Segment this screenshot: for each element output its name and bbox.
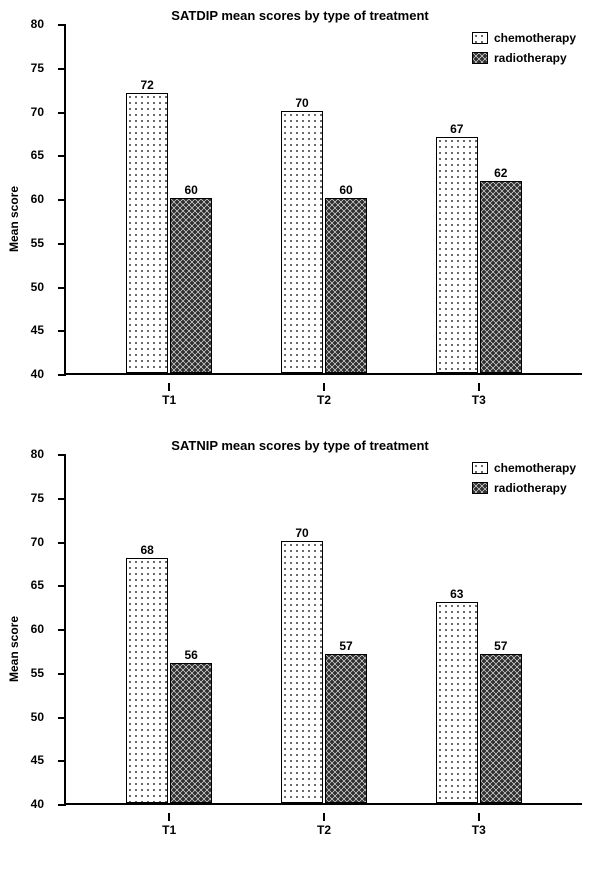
y-tick-label: 80 — [31, 17, 44, 31]
bar-value-label: 60 — [185, 183, 198, 197]
legend-swatch-icon — [472, 32, 488, 44]
y-tick-label: 70 — [31, 535, 44, 549]
tick-mark-icon — [323, 813, 325, 821]
tick-mark-icon — [58, 629, 66, 631]
x-tick-label: T3 — [472, 823, 486, 837]
tick-mark-icon — [478, 813, 480, 821]
legend-label: chemotherapy — [494, 31, 576, 45]
tick-mark-icon — [58, 498, 66, 500]
y-tick-label: 70 — [31, 105, 44, 119]
tick-mark-icon — [58, 330, 66, 332]
y-axis-label: Mean score — [7, 186, 21, 252]
bar-chemotherapy: 72 — [126, 93, 168, 373]
x-tick-label: T1 — [162, 393, 176, 407]
bar-value-label: 67 — [450, 122, 463, 136]
legend-label: chemotherapy — [494, 461, 576, 475]
bar-value-label: 63 — [450, 587, 463, 601]
bar-value-label: 56 — [185, 648, 198, 662]
y-tick-label: 55 — [31, 666, 44, 680]
y-tick-label: 80 — [31, 447, 44, 461]
plot-area: chemotherapy radiotherapy 40455055606570… — [64, 455, 582, 805]
y-axis-label: Mean score — [7, 616, 21, 682]
tick-mark-icon — [58, 717, 66, 719]
x-tick-label: T3 — [472, 393, 486, 407]
tick-mark-icon — [58, 542, 66, 544]
y-tick-label: 45 — [31, 323, 44, 337]
tick-mark-icon — [58, 24, 66, 26]
y-tick-label: 75 — [31, 61, 44, 75]
tick-mark-icon — [168, 813, 170, 821]
tick-mark-icon — [58, 287, 66, 289]
bar-value-label: 57 — [494, 639, 507, 653]
tick-mark-icon — [58, 199, 66, 201]
bar-radiotherapy: 60 — [325, 198, 367, 373]
y-tick-label: 45 — [31, 753, 44, 767]
bar-radiotherapy: 60 — [170, 198, 212, 373]
bar-value-label: 70 — [295, 526, 308, 540]
y-tick-label: 55 — [31, 236, 44, 250]
legend-swatch-icon — [472, 482, 488, 494]
bar-value-label: 70 — [295, 96, 308, 110]
bar-value-label: 68 — [141, 543, 154, 557]
bar-chemotherapy: 70 — [281, 541, 323, 804]
y-tick-label: 65 — [31, 578, 44, 592]
chart-title: SATNIP mean scores by type of treatment — [8, 438, 592, 453]
bar-chemotherapy: 67 — [436, 137, 478, 373]
y-tick-label: 75 — [31, 491, 44, 505]
legend-swatch-icon — [472, 462, 488, 474]
tick-mark-icon — [58, 673, 66, 675]
legend-item-chemotherapy: chemotherapy — [472, 31, 576, 45]
legend-swatch-icon — [472, 52, 488, 64]
legend-item-radiotherapy: radiotherapy — [472, 51, 576, 65]
legend-label: radiotherapy — [494, 51, 567, 65]
y-tick-label: 60 — [31, 622, 44, 636]
satnip-chart: SATNIP mean scores by type of treatment … — [8, 434, 592, 864]
y-tick-label: 40 — [31, 797, 44, 811]
tick-mark-icon — [323, 383, 325, 391]
y-tick-label: 65 — [31, 148, 44, 162]
legend-label: radiotherapy — [494, 481, 567, 495]
bar-value-label: 62 — [494, 166, 507, 180]
tick-mark-icon — [58, 155, 66, 157]
bar-radiotherapy: 56 — [170, 663, 212, 803]
x-tick-label: T2 — [317, 393, 331, 407]
bar-value-label: 57 — [339, 639, 352, 653]
bar-chemotherapy: 70 — [281, 111, 323, 374]
y-tick-label: 50 — [31, 710, 44, 724]
tick-mark-icon — [478, 383, 480, 391]
y-tick-label: 40 — [31, 367, 44, 381]
tick-mark-icon — [58, 585, 66, 587]
x-tick-label: T2 — [317, 823, 331, 837]
bar-radiotherapy: 57 — [325, 654, 367, 803]
legend: chemotherapy radiotherapy — [472, 31, 576, 71]
plot-area: chemotherapy radiotherapy 40455055606570… — [64, 25, 582, 375]
bar-chemotherapy: 63 — [436, 602, 478, 803]
legend-item-chemotherapy: chemotherapy — [472, 461, 576, 475]
y-tick-label: 50 — [31, 280, 44, 294]
tick-mark-icon — [168, 383, 170, 391]
tick-mark-icon — [58, 112, 66, 114]
legend: chemotherapy radiotherapy — [472, 461, 576, 501]
bar-value-label: 72 — [141, 78, 154, 92]
page: SATDIP mean scores by type of treatment … — [0, 0, 600, 874]
tick-mark-icon — [58, 804, 66, 806]
tick-mark-icon — [58, 454, 66, 456]
bar-value-label: 60 — [339, 183, 352, 197]
tick-mark-icon — [58, 68, 66, 70]
bar-chemotherapy: 68 — [126, 558, 168, 803]
tick-mark-icon — [58, 374, 66, 376]
x-tick-label: T1 — [162, 823, 176, 837]
y-tick-label: 60 — [31, 192, 44, 206]
chart-title: SATDIP mean scores by type of treatment — [8, 8, 592, 23]
bar-radiotherapy: 57 — [480, 654, 522, 803]
tick-mark-icon — [58, 760, 66, 762]
bar-radiotherapy: 62 — [480, 181, 522, 374]
satdip-chart: SATDIP mean scores by type of treatment … — [8, 4, 592, 434]
legend-item-radiotherapy: radiotherapy — [472, 481, 576, 495]
tick-mark-icon — [58, 243, 66, 245]
